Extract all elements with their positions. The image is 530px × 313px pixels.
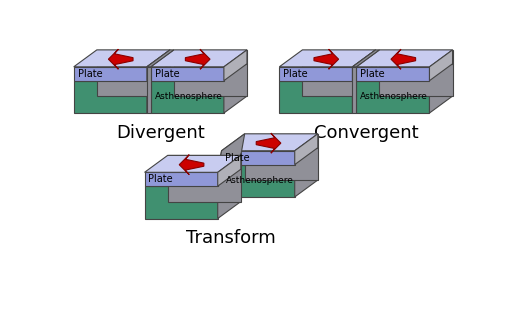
Polygon shape <box>147 67 151 113</box>
Text: Plate: Plate <box>360 69 385 79</box>
Polygon shape <box>295 134 318 165</box>
Polygon shape <box>224 64 247 113</box>
Polygon shape <box>218 134 245 172</box>
Text: Asthenosphere: Asthenosphere <box>155 92 223 101</box>
Polygon shape <box>429 50 453 81</box>
Polygon shape <box>174 64 247 96</box>
Polygon shape <box>74 67 147 81</box>
Polygon shape <box>222 134 318 151</box>
Text: Divergent: Divergent <box>116 124 205 142</box>
Polygon shape <box>74 81 147 113</box>
Polygon shape <box>303 64 376 96</box>
Polygon shape <box>174 50 247 64</box>
Polygon shape <box>352 64 376 113</box>
Polygon shape <box>295 148 318 197</box>
Polygon shape <box>167 169 241 202</box>
Polygon shape <box>97 50 170 64</box>
Polygon shape <box>352 67 356 113</box>
Polygon shape <box>147 50 170 81</box>
Polygon shape <box>186 49 210 69</box>
Polygon shape <box>179 155 204 175</box>
Polygon shape <box>379 64 453 96</box>
Polygon shape <box>218 155 241 186</box>
Text: Convergent: Convergent <box>314 124 418 142</box>
Text: Plate: Plate <box>148 174 173 184</box>
Polygon shape <box>145 172 218 186</box>
Polygon shape <box>279 67 352 81</box>
Text: Plate: Plate <box>283 69 308 79</box>
Polygon shape <box>429 64 453 113</box>
Polygon shape <box>352 50 379 67</box>
Polygon shape <box>356 81 429 113</box>
Polygon shape <box>167 155 241 169</box>
Polygon shape <box>303 50 376 64</box>
Polygon shape <box>147 50 174 67</box>
Polygon shape <box>256 133 281 153</box>
Polygon shape <box>314 49 339 69</box>
Text: Asthenosphere: Asthenosphere <box>225 176 293 185</box>
Polygon shape <box>218 169 241 218</box>
Polygon shape <box>391 49 416 69</box>
Polygon shape <box>97 64 170 96</box>
Polygon shape <box>245 148 318 180</box>
Text: Plate: Plate <box>225 153 250 163</box>
Polygon shape <box>147 64 170 113</box>
Polygon shape <box>279 81 352 113</box>
Polygon shape <box>145 186 218 218</box>
Polygon shape <box>222 151 295 165</box>
Polygon shape <box>245 134 318 148</box>
Polygon shape <box>356 67 429 81</box>
Text: Asthenosphere: Asthenosphere <box>360 92 428 101</box>
Polygon shape <box>222 165 295 197</box>
Polygon shape <box>108 49 133 69</box>
Polygon shape <box>279 50 376 67</box>
Polygon shape <box>224 50 247 81</box>
Polygon shape <box>151 50 247 67</box>
Polygon shape <box>352 50 376 81</box>
Text: Plate: Plate <box>77 69 102 79</box>
Polygon shape <box>356 50 453 67</box>
Text: Transform: Transform <box>187 229 276 247</box>
Polygon shape <box>151 81 224 113</box>
Polygon shape <box>379 50 453 64</box>
Text: Plate: Plate <box>155 69 179 79</box>
Polygon shape <box>74 50 170 67</box>
Polygon shape <box>218 151 222 218</box>
Polygon shape <box>151 67 224 81</box>
Polygon shape <box>145 155 241 172</box>
